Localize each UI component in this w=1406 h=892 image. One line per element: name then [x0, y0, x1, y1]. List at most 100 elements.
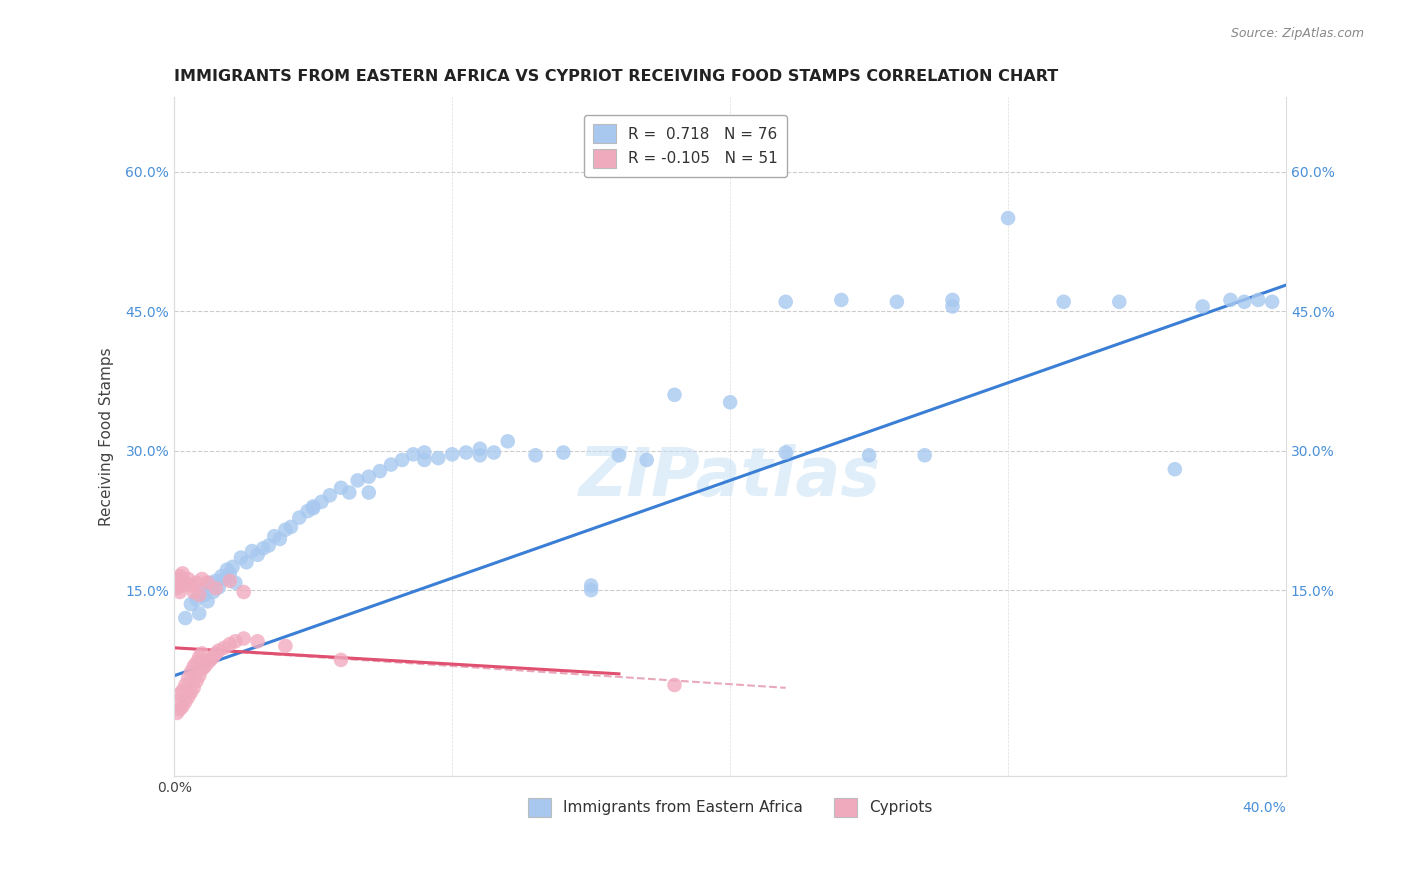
Point — [274, 523, 297, 537]
Point — [235, 555, 257, 569]
Point — [180, 665, 202, 679]
Point — [330, 653, 353, 667]
Point — [191, 572, 214, 586]
Point — [188, 588, 211, 602]
Point — [337, 485, 360, 500]
Point — [202, 585, 225, 599]
Text: 40.0%: 40.0% — [1243, 801, 1286, 815]
Point — [830, 293, 852, 307]
Point — [413, 453, 436, 467]
Point — [997, 211, 1019, 226]
Point — [775, 294, 797, 309]
Point — [169, 585, 191, 599]
Point — [183, 585, 205, 599]
Point — [357, 485, 380, 500]
Point — [482, 445, 505, 459]
Point — [1219, 293, 1241, 307]
Point — [257, 539, 280, 553]
Point — [1191, 300, 1213, 314]
Point — [169, 702, 191, 716]
Point — [169, 687, 191, 701]
Point — [427, 451, 450, 466]
Point — [172, 566, 194, 581]
Point — [188, 669, 211, 683]
Point — [197, 594, 219, 608]
Point — [186, 592, 208, 607]
Point — [218, 574, 240, 588]
Point — [274, 639, 297, 653]
Point — [215, 563, 238, 577]
Text: IMMIGRANTS FROM EASTERN AFRICA VS CYPRIOT RECEIVING FOOD STAMPS CORRELATION CHAR: IMMIGRANTS FROM EASTERN AFRICA VS CYPRIO… — [174, 69, 1059, 84]
Point — [579, 578, 602, 592]
Point — [302, 501, 325, 516]
Point — [1053, 294, 1076, 309]
Point — [166, 706, 188, 720]
Legend: Immigrants from Eastern Africa, Cypriots: Immigrants from Eastern Africa, Cypriots — [522, 792, 938, 822]
Point — [357, 469, 380, 483]
Point — [1261, 294, 1284, 309]
Point — [177, 572, 200, 586]
Point — [174, 611, 197, 625]
Point — [166, 582, 188, 596]
Point — [212, 572, 235, 586]
Point — [205, 647, 228, 661]
Point — [288, 510, 311, 524]
Point — [240, 544, 263, 558]
Point — [914, 448, 936, 462]
Point — [191, 583, 214, 598]
Point — [202, 650, 225, 665]
Point — [177, 690, 200, 705]
Point — [252, 541, 274, 556]
Point — [368, 464, 391, 478]
Text: ZIPatlas: ZIPatlas — [579, 444, 882, 510]
Point — [166, 572, 188, 586]
Point — [269, 532, 291, 546]
Point — [886, 294, 908, 309]
Point — [454, 445, 477, 459]
Point — [330, 481, 353, 495]
Point — [380, 458, 402, 472]
Point — [200, 653, 222, 667]
Point — [218, 566, 240, 581]
Point — [263, 529, 285, 543]
Point — [246, 548, 269, 562]
Point — [194, 588, 217, 602]
Point — [1247, 293, 1270, 307]
Point — [664, 388, 686, 402]
Point — [180, 597, 202, 611]
Point — [858, 448, 880, 462]
Point — [180, 578, 202, 592]
Point — [188, 607, 211, 621]
Point — [172, 699, 194, 714]
Point — [1233, 294, 1256, 309]
Point — [246, 634, 269, 648]
Point — [224, 634, 246, 648]
Point — [169, 569, 191, 583]
Point — [183, 681, 205, 695]
Point — [311, 495, 333, 509]
Point — [413, 445, 436, 459]
Point — [174, 695, 197, 709]
Point — [218, 637, 240, 651]
Point — [607, 448, 630, 462]
Point — [229, 550, 252, 565]
Y-axis label: Receiving Food Stamps: Receiving Food Stamps — [100, 347, 114, 526]
Point — [177, 672, 200, 686]
Point — [302, 500, 325, 514]
Point — [186, 656, 208, 670]
Point — [188, 650, 211, 665]
Point — [186, 674, 208, 689]
Point — [441, 447, 464, 461]
Point — [280, 520, 302, 534]
Point — [941, 300, 963, 314]
Point — [524, 448, 547, 462]
Point — [496, 434, 519, 449]
Point — [183, 659, 205, 673]
Point — [174, 575, 197, 590]
Point — [232, 632, 254, 646]
Point — [775, 445, 797, 459]
Point — [191, 647, 214, 661]
Point — [553, 445, 575, 459]
Point — [1108, 294, 1130, 309]
Point — [208, 643, 231, 657]
